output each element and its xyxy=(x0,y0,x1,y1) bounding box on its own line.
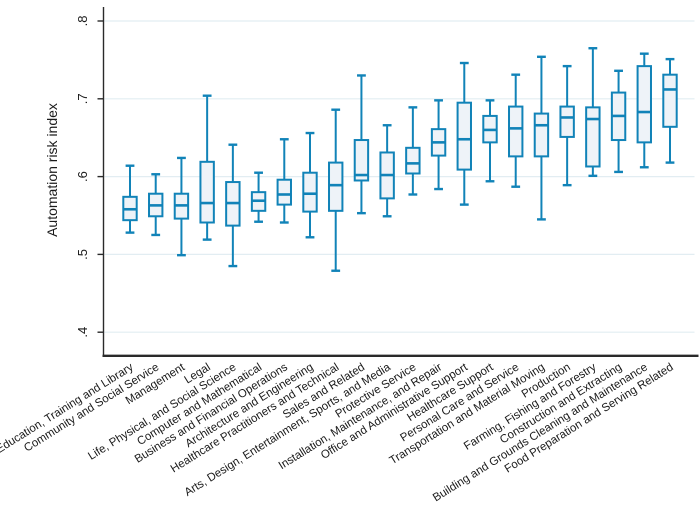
iqr-box xyxy=(328,161,344,212)
box-item xyxy=(559,64,575,187)
box-item xyxy=(276,138,292,224)
box-item xyxy=(610,69,627,174)
box-item xyxy=(662,57,678,164)
box-item xyxy=(353,74,370,215)
iqr-box xyxy=(276,178,292,206)
box-item xyxy=(508,73,524,188)
iqr-box xyxy=(662,73,678,128)
iqr-box xyxy=(636,65,652,144)
y-axis-title: Automation risk index xyxy=(44,103,60,237)
box-item xyxy=(482,99,498,183)
x-category-labels: Education, Training and LibraryCommunity… xyxy=(0,361,676,504)
box-item xyxy=(122,164,138,234)
box-item xyxy=(585,47,601,178)
box-item xyxy=(405,106,421,196)
box-item xyxy=(173,156,190,257)
box-item xyxy=(328,108,344,272)
boxes xyxy=(122,47,678,272)
box-item xyxy=(636,52,652,169)
y-tick-label: .8 xyxy=(75,16,90,27)
box-item xyxy=(430,99,447,191)
gridlines xyxy=(104,20,695,333)
box-item xyxy=(225,143,241,268)
y-tick-label: .6 xyxy=(75,171,90,182)
iqr-box xyxy=(405,146,421,175)
iqr-box xyxy=(533,112,550,158)
y-tick-label: .5 xyxy=(75,249,90,260)
box-item xyxy=(148,173,164,237)
box-item xyxy=(199,94,215,241)
iqr-box xyxy=(585,106,601,168)
iqr-box xyxy=(508,105,524,158)
iqr-box xyxy=(302,171,318,213)
box-item xyxy=(379,124,395,218)
box-item xyxy=(533,55,550,221)
y-tick-label: .7 xyxy=(75,93,90,104)
iqr-box xyxy=(559,105,575,138)
y-axis: .4 .5 .6 .7 .8 Automation risk index xyxy=(44,7,105,356)
iqr-box xyxy=(353,139,370,182)
box-item xyxy=(302,131,318,239)
y-tick-label: .4 xyxy=(75,327,90,338)
box-item xyxy=(250,171,267,223)
iqr-box xyxy=(199,160,215,224)
iqr-box xyxy=(456,101,472,171)
box-item xyxy=(456,61,472,206)
